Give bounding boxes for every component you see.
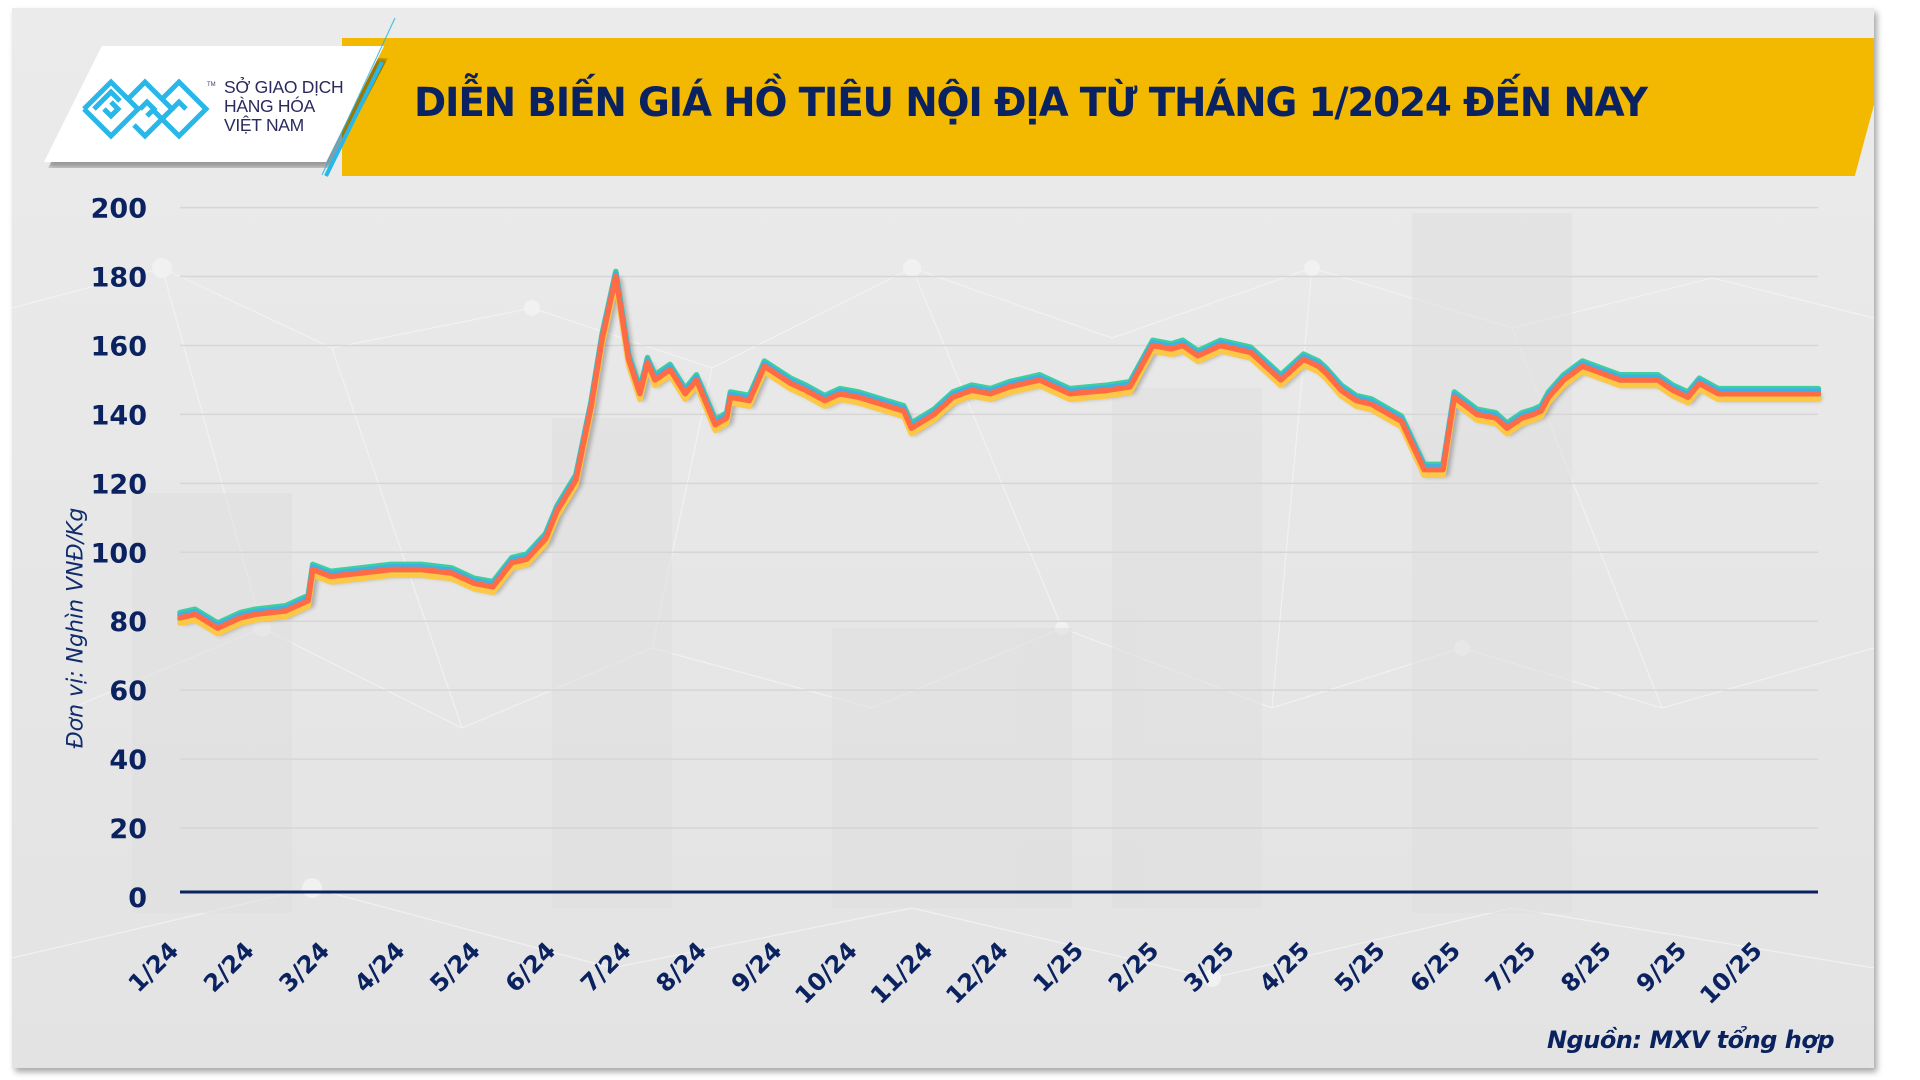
x-tick-label: 11/24 xyxy=(865,936,938,1009)
mxv-logo-icon xyxy=(82,78,210,140)
y-tick-label: 200 xyxy=(91,194,147,225)
title-banner xyxy=(342,38,1874,176)
x-tick-label: 6/24 xyxy=(500,936,561,997)
y-axis-ticks: 0 20 40 60 80 100 120 140 160 180 200 xyxy=(91,194,147,914)
x-tick-label: 1/24 xyxy=(123,936,184,997)
trademark-symbol: TM xyxy=(207,82,216,88)
y-tick-label: 60 xyxy=(109,676,147,707)
source-note: Nguồn: MXV tổng hợp xyxy=(1546,1026,1835,1054)
x-tick-label: 3/24 xyxy=(274,936,335,997)
x-tick-label: 7/25 xyxy=(1480,936,1541,997)
x-tick-label: 4/25 xyxy=(1254,936,1315,997)
line-shadow xyxy=(182,277,1822,636)
y-tick-label: 160 xyxy=(91,331,147,362)
x-tick-label: 4/24 xyxy=(349,936,410,997)
x-tick-label: 2/24 xyxy=(198,936,259,997)
y-tick-label: 180 xyxy=(91,263,147,294)
logo-wordmark: SỞ GIAO DỊCH HÀNG HÓA VIỆT NAM xyxy=(224,77,344,135)
x-tick-label: 2/25 xyxy=(1103,936,1164,997)
x-tick-label: 5/25 xyxy=(1329,936,1390,997)
y-tick-label: 120 xyxy=(91,469,147,500)
x-tick-label: 1/25 xyxy=(1028,936,1089,997)
x-tick-label: 7/24 xyxy=(575,936,636,997)
network-background xyxy=(12,213,1874,987)
chart-title: DIỄN BIẾN GIÁ HỒ TIÊU NỘI ĐỊA TỪ THÁNG 1… xyxy=(414,80,1648,126)
x-tick-label: 9/25 xyxy=(1631,936,1692,997)
x-tick-label: 8/24 xyxy=(651,936,712,997)
y-tick-label: 20 xyxy=(109,814,147,845)
x-tick-label: 6/25 xyxy=(1405,936,1466,997)
logo-line-1: SỞ GIAO DỊCH xyxy=(224,77,344,97)
x-tick-label: 10/25 xyxy=(1694,936,1767,1009)
logo-line-2: HÀNG HÓA xyxy=(224,96,315,116)
x-tick-label: 9/24 xyxy=(726,936,787,997)
series-orange-line xyxy=(177,273,1822,631)
x-tick-label: 8/25 xyxy=(1555,936,1616,997)
x-tick-label: 10/24 xyxy=(790,936,863,1009)
y-tick-label: 140 xyxy=(91,400,147,431)
x-axis-ticks: 1/24 2/24 3/24 4/24 5/24 6/24 7/24 8/24 9/24 10/2… xyxy=(123,936,1768,1009)
price-lines xyxy=(177,268,1822,637)
gridlines xyxy=(180,206,1818,829)
y-tick-label: 40 xyxy=(109,745,147,776)
series-yellow-line xyxy=(177,279,1822,637)
logo-line-3: VIỆT NAM xyxy=(224,115,304,135)
x-tick-label: 3/25 xyxy=(1178,936,1239,997)
y-tick-label: 80 xyxy=(109,607,147,638)
y-tick-label: 100 xyxy=(91,538,147,569)
x-tick-label: 12/24 xyxy=(940,936,1013,1009)
y-tick-label: 0 xyxy=(128,883,147,914)
x-tick-label: 5/24 xyxy=(424,936,485,997)
